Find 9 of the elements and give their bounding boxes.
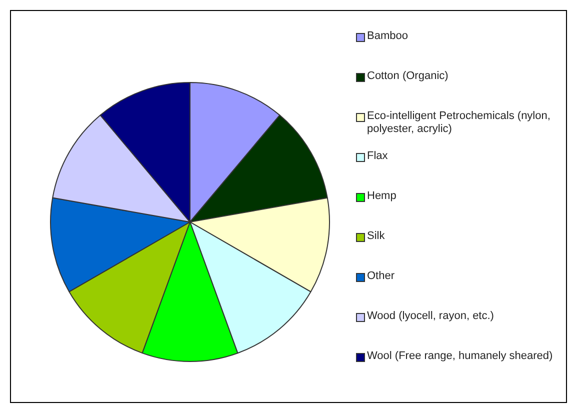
- legend-label: Wood (lyocell, rayon, etc.): [367, 310, 494, 323]
- legend-label: Cotton (Organic): [367, 70, 448, 83]
- legend-label: Other: [367, 270, 395, 283]
- legend-label: Hemp: [367, 190, 396, 203]
- legend-label: Wool (Free range, humanely sheared): [367, 350, 553, 363]
- legend-label: Bamboo: [367, 30, 408, 43]
- legend-label: Eco-intelligent Petrochemicals (nylon, polyester, acrylic): [367, 110, 552, 136]
- legend-label: Silk: [367, 230, 385, 243]
- legend-label: Flax: [367, 150, 388, 163]
